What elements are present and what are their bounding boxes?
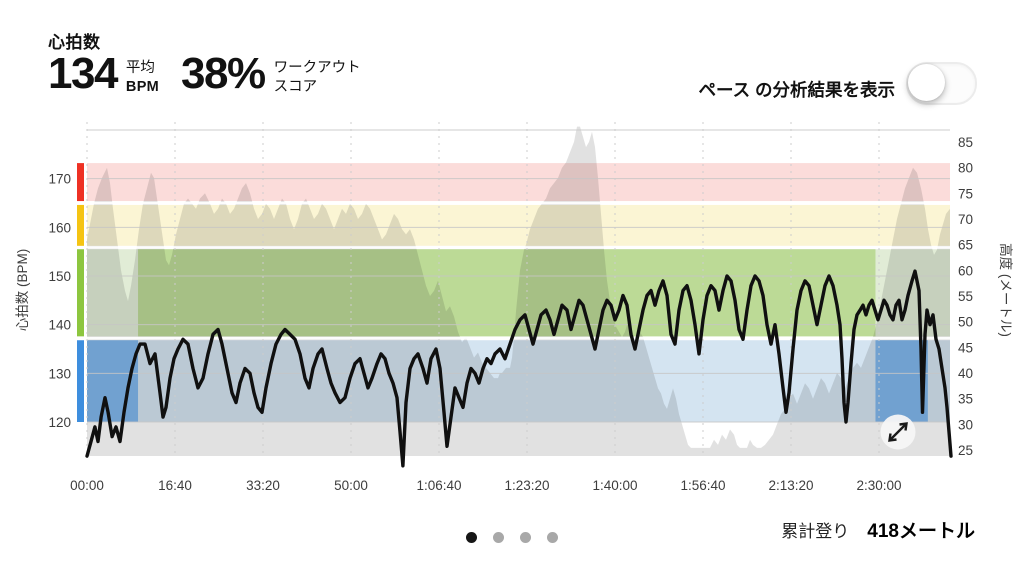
svg-text:130: 130 — [48, 366, 71, 381]
svg-text:45: 45 — [958, 340, 973, 355]
svg-text:00:00: 00:00 — [70, 478, 104, 493]
zone-separators — [87, 201, 950, 340]
svg-text:55: 55 — [958, 289, 973, 304]
svg-text:60: 60 — [958, 263, 973, 278]
svg-text:50:00: 50:00 — [334, 478, 368, 493]
svg-text:1:23:20: 1:23:20 — [504, 478, 549, 493]
avg-label: 平均 — [125, 60, 155, 76]
zone-indicator-bars — [77, 163, 84, 422]
pagination-dots — [0, 532, 1024, 543]
expand-arrows-icon — [889, 423, 907, 441]
workout-score-label-2: スコア — [273, 79, 318, 96]
avg-bpm-value: 134 — [48, 49, 118, 98]
svg-text:35: 35 — [958, 392, 973, 407]
expand-chart-button[interactable] — [880, 414, 916, 450]
pace-toggle-label: ペース の分析結果を表示 — [698, 80, 896, 100]
pagination-dot-2[interactable] — [493, 532, 504, 543]
svg-text:160: 160 — [48, 220, 71, 235]
svg-text:75: 75 — [958, 186, 973, 201]
total-ascent-value: 418メートル — [867, 521, 975, 542]
svg-text:150: 150 — [48, 269, 71, 284]
toggle-knob — [908, 64, 945, 101]
y-right-axis-title: 高度 (メートル) — [998, 243, 1014, 337]
pagination-dot-1[interactable] — [466, 532, 477, 543]
avg-bpm-stat: 134 平均 BPM — [48, 49, 160, 98]
svg-text:25: 25 — [958, 443, 973, 458]
total-ascent: 累計登り 418メートル — [781, 516, 975, 543]
y-left-tick-labels: 170 160 150 140 130 120 — [48, 172, 71, 430]
pagination-dot-4[interactable] — [547, 532, 558, 543]
svg-text:16:40: 16:40 — [158, 478, 192, 493]
y-left-axis-title: 心拍数 (BPM) — [15, 249, 30, 332]
page-title: 心拍数 — [48, 33, 101, 52]
workout-score-label-1: ワークアウト — [273, 60, 361, 76]
svg-text:140: 140 — [48, 318, 71, 333]
x-tick-labels: 00:00 16:40 33:20 50:00 1:06:40 1:23:20 1:40:0… — [70, 478, 901, 493]
svg-text:1:40:00: 1:40:00 — [592, 478, 637, 493]
h-gridlines — [87, 129, 950, 423]
svg-text:85: 85 — [958, 135, 973, 150]
workout-score-value: 38% — [181, 49, 266, 98]
workout-score-stat: 38% ワークアウト スコア — [181, 49, 361, 98]
svg-text:30: 30 — [958, 417, 973, 432]
bpm-unit-label: BPM — [125, 79, 160, 96]
svg-text:70: 70 — [958, 212, 973, 227]
svg-text:2:13:20: 2:13:20 — [768, 478, 813, 493]
svg-text:40: 40 — [958, 366, 973, 381]
y-right-tick-labels: 85 80 75 70 65 60 55 50 45 40 35 30 25 — [958, 135, 973, 458]
pace-toggle-switch[interactable] — [906, 62, 977, 105]
stats-row: 134 平均 BPM 38% ワークアウト スコア — [48, 49, 361, 98]
total-ascent-label: 累計登り — [781, 522, 850, 541]
svg-text:1:56:40: 1:56:40 — [680, 478, 725, 493]
svg-text:2:30:00: 2:30:00 — [856, 478, 901, 493]
svg-text:80: 80 — [958, 161, 973, 176]
svg-text:50: 50 — [958, 315, 973, 330]
svg-text:65: 65 — [958, 238, 973, 253]
svg-text:1:06:40: 1:06:40 — [416, 478, 461, 493]
heart-rate-line — [85, 269, 953, 468]
pagination-dot-3[interactable] — [520, 532, 531, 543]
pace-analysis-row: ペース の分析結果を表示 — [698, 62, 977, 105]
svg-text:170: 170 — [48, 172, 71, 187]
svg-text:33:20: 33:20 — [246, 478, 280, 493]
svg-text:120: 120 — [48, 415, 71, 430]
